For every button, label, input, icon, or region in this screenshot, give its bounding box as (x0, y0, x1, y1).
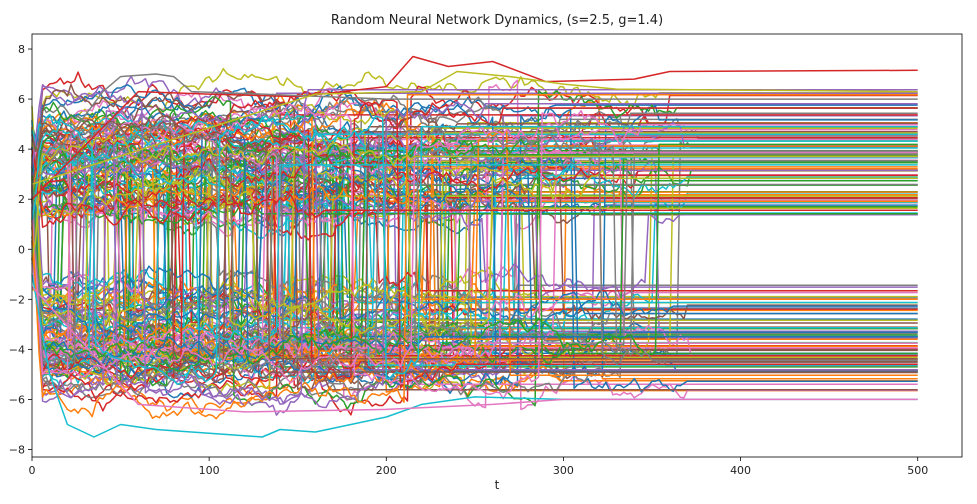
series-line (31, 88, 918, 401)
series-line-highlight (31, 70, 918, 185)
series-line (31, 153, 918, 322)
series-line-highlight (31, 286, 918, 413)
series-line (31, 112, 918, 399)
series-line (31, 148, 918, 322)
series-line (31, 171, 918, 339)
x-tick-label: 400 (730, 464, 751, 477)
series-line (31, 114, 918, 367)
y-tick-label: 4 (18, 143, 25, 156)
series-line-highlight (31, 73, 918, 188)
y-tick-label: −6 (9, 393, 25, 406)
series-layer (31, 55, 918, 438)
series-line (31, 145, 918, 225)
series-line (31, 179, 918, 310)
series-line (31, 84, 918, 203)
y-tick-label: 6 (18, 93, 25, 106)
series-line (31, 153, 918, 223)
series-line (31, 146, 918, 292)
series-line (31, 136, 918, 258)
series-line (31, 122, 918, 384)
series-line (31, 121, 918, 374)
plot-frame (31, 33, 963, 458)
x-tick-label: 500 (907, 464, 928, 477)
series-line (31, 83, 918, 391)
series-line (31, 127, 918, 371)
series-line (31, 115, 918, 386)
y-tick-label: −4 (9, 343, 25, 356)
y-tick-label: 8 (18, 43, 25, 56)
series-line (31, 145, 918, 312)
series-line (31, 115, 918, 405)
y-tick-label: 2 (18, 193, 25, 206)
x-tick-label: 0 (29, 464, 36, 477)
series-line (31, 75, 918, 179)
series-line (31, 106, 918, 371)
series-line (31, 164, 918, 308)
x-tick-label: 200 (376, 464, 397, 477)
series-line (31, 134, 918, 353)
series-line (31, 101, 918, 384)
series-line (31, 100, 918, 416)
series-line (31, 141, 918, 367)
y-axis: −8 −6 −4 −2 0 2 4 6 8 (9, 43, 32, 456)
x-axis: 0 100 200 300 400 500 (29, 457, 928, 477)
series-line (31, 94, 918, 420)
series-line (31, 152, 918, 343)
series-line-highlight (31, 274, 918, 438)
series-line (31, 130, 918, 326)
series-line (31, 111, 918, 366)
series-line (31, 148, 918, 383)
series-line (31, 184, 918, 301)
series-line-highlight (31, 55, 918, 200)
series-line (31, 147, 918, 288)
series-line (31, 143, 918, 374)
series-line (31, 178, 918, 225)
y-tick-label: −8 (9, 443, 25, 456)
chart-title: Random Neural Network Dynamics, (s=2.5, … (331, 13, 663, 28)
x-tick-label: 100 (199, 464, 220, 477)
series-line (31, 124, 918, 180)
series-line (31, 127, 918, 315)
x-axis-label: t (495, 478, 500, 492)
series-line (31, 115, 918, 360)
series-line (31, 99, 918, 389)
series-line (31, 174, 918, 320)
y-tick-label: −2 (9, 293, 25, 306)
y-tick-label: 0 (18, 243, 25, 256)
x-tick-label: 300 (553, 464, 574, 477)
series-line (31, 146, 918, 346)
series-line (31, 148, 918, 228)
